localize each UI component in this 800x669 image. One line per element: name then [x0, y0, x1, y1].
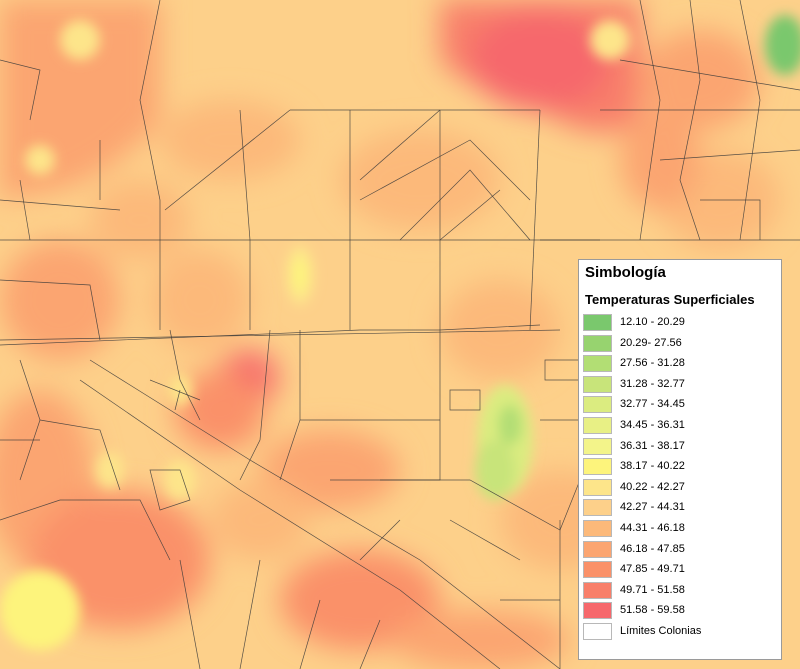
legend-item: 44.31 - 46.18: [583, 519, 779, 539]
legend-label: 36.31 - 38.17: [620, 439, 685, 452]
legend-swatch: [583, 396, 612, 414]
legend-swatch: [583, 334, 612, 352]
legend-swatch: [583, 520, 612, 537]
legend-label: 20.29- 27.56: [620, 336, 682, 349]
legend-swatch: [583, 375, 612, 393]
legend-item: 46.18 - 47.85: [583, 540, 779, 560]
legend-item: 51.58 - 59.58: [583, 601, 779, 621]
legend-label: 31.28 - 32.77: [620, 377, 685, 390]
legend-label: 51.58 - 59.58: [620, 604, 685, 617]
legend-swatch: [583, 581, 612, 599]
legend-item: 20.29- 27.56: [583, 334, 779, 354]
legend-swatch: [583, 602, 612, 620]
legend-item: 27.56 - 31.28: [583, 354, 779, 374]
legend-item: 12.10 - 20.29: [583, 313, 779, 333]
legend-swatch: [583, 478, 612, 496]
legend-label: Límites Colonias: [620, 625, 702, 637]
legend-item: 34.45 - 36.31: [583, 416, 779, 436]
legend-label: 27.56 - 31.28: [620, 357, 685, 370]
legend-swatch: [583, 314, 612, 331]
legend-swatch: [583, 499, 612, 517]
legend-swatch: [583, 458, 612, 476]
legend-subtitle: Temperaturas Superficiales: [585, 292, 755, 307]
legend-label: 46.18 - 47.85: [620, 542, 685, 555]
legend-swatch: [583, 561, 612, 579]
legend-item: 40.22 - 42.27: [583, 478, 779, 498]
legend-label: 32.77 - 34.45: [620, 398, 685, 411]
legend-label: 42.27 - 44.31: [620, 501, 685, 514]
legend-label: 49.71 - 51.58: [620, 583, 685, 596]
legend-title: Simbología: [585, 264, 666, 281]
legend-item: 32.77 - 34.45: [583, 395, 779, 415]
legend-item: 31.28 - 32.77: [583, 375, 779, 395]
legend-label: 44.31 - 46.18: [620, 522, 685, 534]
legend-swatch: [583, 540, 612, 558]
legend-item-boundaries: Límites Colonias: [583, 622, 779, 642]
legend-item: 38.17 - 40.22: [583, 457, 779, 477]
legend-item: 47.85 - 49.71: [583, 560, 779, 580]
map-legend: Simbología Temperaturas Superficiales 12…: [578, 259, 782, 660]
legend-swatch: [583, 417, 612, 434]
legend-item: 36.31 - 38.17: [583, 437, 779, 457]
legend-label: 40.22 - 42.27: [620, 480, 685, 493]
legend-label: 34.45 - 36.31: [620, 419, 685, 431]
legend-swatch: [583, 355, 612, 373]
legend-item: 42.27 - 44.31: [583, 498, 779, 518]
legend-label: 47.85 - 49.71: [620, 563, 685, 576]
legend-label: 12.10 - 20.29: [620, 316, 685, 328]
legend-swatch: [583, 623, 612, 640]
legend-item: 49.71 - 51.58: [583, 581, 779, 601]
legend-label: 38.17 - 40.22: [620, 460, 685, 473]
legend-swatch: [583, 437, 612, 455]
